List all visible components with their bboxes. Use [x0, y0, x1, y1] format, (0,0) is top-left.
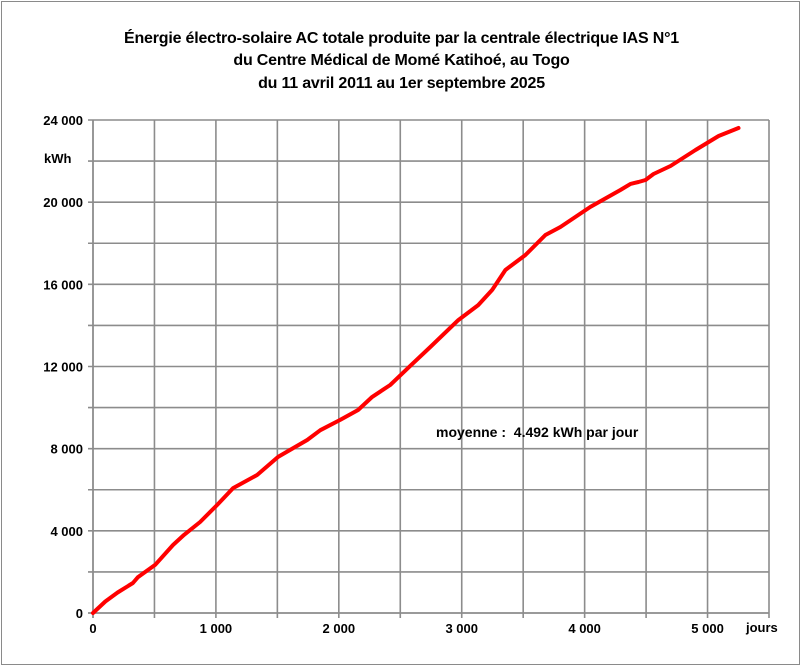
- axes: [88, 120, 769, 618]
- series-group: [91, 126, 741, 615]
- grid-lines: [88, 119, 770, 618]
- x-tick-label: 2 000: [323, 621, 356, 636]
- x-tick-label: 1 000: [200, 621, 233, 636]
- average-annotation: moyenne : 4.492 kWh par jour: [436, 424, 639, 440]
- tick-labels: 0 1 000 2 000 3 000 4 000 5 000 0 4 000 8 000 12 …: [43, 113, 724, 636]
- y-tick-label: 8 000: [50, 442, 83, 457]
- y-tick-label: 20 000: [43, 195, 83, 210]
- x-tick-label: 5 000: [691, 621, 724, 636]
- x-tick-label: 4 000: [568, 621, 601, 636]
- y-tick-label: 4 000: [50, 524, 83, 539]
- y-tick-label: 24 000: [43, 113, 83, 128]
- y-tick-label: 12 000: [43, 360, 83, 375]
- y-tick-label: 16 000: [43, 277, 83, 292]
- x-axis-label: jours: [745, 620, 778, 635]
- x-tick-label: 3 000: [445, 621, 478, 636]
- y-tick-label: 0: [76, 606, 83, 621]
- chart-title-line-2: du Centre Médical de Momé Katihoé, au To…: [233, 52, 570, 69]
- series-line: [91, 126, 741, 615]
- y-axis-label: kWh: [44, 151, 72, 166]
- chart-title-line-1: Énergie électro-solaire AC totale produi…: [123, 30, 680, 47]
- x-tick-label: 0: [89, 621, 96, 636]
- chart-title-line-3: du 11 avril 2011 au 1er septembre 2025: [258, 75, 545, 92]
